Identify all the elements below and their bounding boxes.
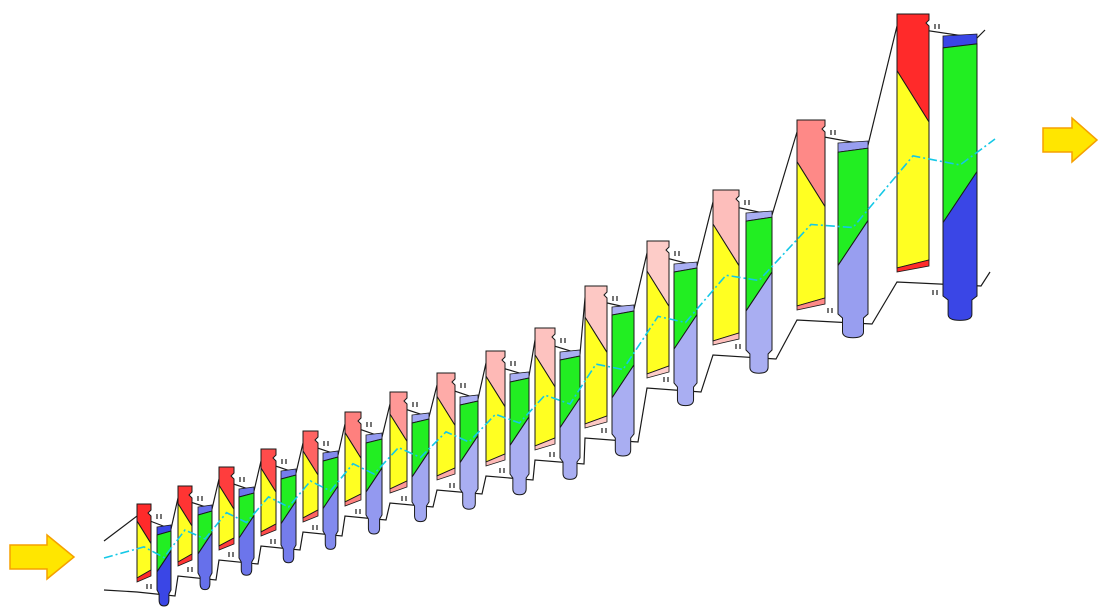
seal-mark [412, 402, 418, 407]
rotor-blade [146, 524, 172, 607]
seal-mark [499, 468, 505, 473]
rotor-root [156, 549, 172, 607]
stator-tip [389, 480, 408, 494]
stator-tip [136, 569, 152, 583]
stator-vane [302, 430, 329, 523]
stator-vane [260, 448, 287, 537]
outlet-arrow-icon [1042, 116, 1099, 164]
stator-tip [646, 365, 670, 379]
seal-mark [197, 496, 203, 501]
seal-mark [366, 422, 372, 427]
stator-tip [584, 415, 608, 429]
rotor-blade [355, 432, 383, 535]
stator-vane [389, 391, 418, 494]
stator-vane [646, 240, 680, 379]
rotor-root [673, 312, 698, 407]
stator-tip [344, 493, 362, 507]
stator-vane [177, 485, 203, 567]
rotor-root [322, 484, 339, 550]
seal-mark [270, 539, 276, 544]
rotor-blade [401, 412, 430, 523]
seal-mark [612, 296, 618, 301]
rotor-blade [601, 304, 635, 457]
rotor-root [411, 449, 430, 523]
stator-tip [712, 332, 740, 346]
rotor-blade [449, 394, 479, 510]
stator-tip [796, 297, 826, 311]
stator-tip [177, 553, 193, 567]
seal-mark [460, 383, 466, 388]
rotor-root [559, 396, 581, 480]
rotor-blade [312, 450, 339, 550]
rotor-root [837, 218, 869, 339]
seal-mark [934, 24, 940, 29]
rotor-root [197, 531, 213, 591]
seal-mark [744, 200, 750, 205]
rotor-blade [499, 371, 530, 496]
seal-mark [187, 567, 193, 572]
rotor-blade [549, 349, 581, 480]
rotor-blade [187, 504, 213, 591]
rotor-blade [735, 210, 773, 374]
stator-vane [218, 466, 245, 551]
stator-vane [485, 350, 516, 467]
seal-mark [830, 130, 836, 135]
seal-mark [281, 459, 287, 464]
seal-mark [355, 509, 361, 514]
rotor-root [365, 466, 383, 535]
seal-mark [449, 483, 455, 488]
stator-vane [584, 285, 618, 429]
stator-vane [436, 372, 466, 481]
stator-vane [796, 119, 836, 311]
rotor-root [611, 363, 635, 457]
seal-mark [312, 525, 318, 530]
stator-vane [136, 503, 162, 583]
seal-mark [549, 452, 555, 457]
stator-vane [344, 411, 372, 507]
seal-mark [663, 377, 669, 382]
rotor-root [459, 434, 479, 510]
seal-mark [323, 441, 329, 446]
rotor-blade [270, 468, 297, 564]
seal-mark [601, 428, 607, 433]
rotor-blade [228, 486, 255, 576]
rotor-root [942, 169, 978, 321]
rotor-blade [663, 261, 698, 407]
inlet-arrow-icon [9, 533, 76, 581]
rotor-root [745, 270, 773, 374]
stator-tip [302, 509, 319, 523]
seal-mark [228, 552, 234, 557]
stator-vane [534, 327, 566, 451]
seal-mark [674, 251, 680, 256]
stator-tip [436, 467, 456, 481]
stator-vane [712, 189, 750, 346]
seal-mark [401, 496, 407, 501]
rotor-blade [932, 33, 978, 321]
stator-tip [534, 437, 556, 451]
rotor-root [280, 499, 297, 564]
mean-line [103, 138, 996, 559]
rotor-root [509, 415, 530, 496]
stator-vane [896, 13, 940, 273]
stator-tip [218, 537, 235, 551]
stator-tip [485, 453, 506, 467]
seal-mark [735, 344, 741, 349]
seal-mark [932, 290, 938, 295]
stator-tip [260, 523, 277, 537]
rotor-blade [827, 140, 869, 339]
blade-stages [136, 13, 978, 607]
seal-mark [510, 361, 516, 366]
seal-mark [146, 584, 152, 589]
rotor-root [238, 513, 255, 576]
stator-tip [896, 259, 930, 273]
seal-mark [156, 514, 162, 519]
seal-mark [827, 308, 833, 313]
seal-mark [239, 477, 245, 482]
seal-mark [560, 338, 566, 343]
